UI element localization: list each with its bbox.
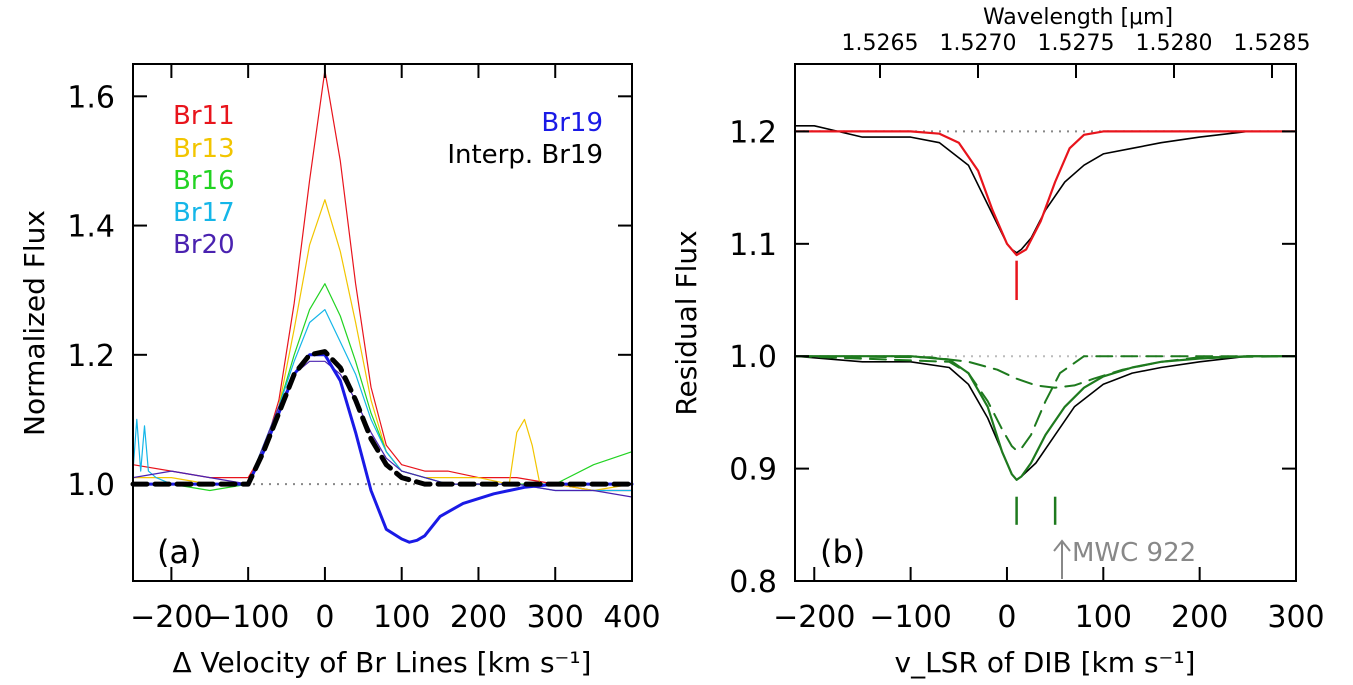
a-ytick-label: 1.0	[67, 468, 115, 503]
b-ytick-label: 0.8	[729, 565, 777, 600]
b-series-observed-offset-0-2	[794, 125, 1297, 254]
legend-br19: Br19	[541, 108, 603, 138]
b-xtick-label: 0	[997, 600, 1016, 635]
b-xtick-label: 100	[1075, 600, 1132, 635]
b-xtick-label: −100	[869, 600, 951, 635]
b-reference-lines	[795, 130, 1296, 358]
b-ytick-label: 0.9	[729, 453, 777, 488]
a-xtick-label: 100	[373, 600, 430, 635]
legend-br13: Br13	[173, 134, 235, 164]
a-plot-frame	[132, 63, 633, 582]
b-component-markers	[1015, 260, 1057, 525]
a-ytick-label: 1.4	[67, 210, 115, 245]
legend-br20: Br20	[173, 230, 235, 260]
b-top-tick-label: 1.5285	[1234, 31, 1311, 56]
a-panel-label: (a)	[157, 533, 202, 571]
a-xtick-label: 200	[450, 600, 507, 635]
b-tick-labels: −200 −100 0 100 200 300 0.8 0.9 1.0 1.1 1.2	[729, 115, 1324, 635]
b-xlabel: v_LSR of DIB [km s⁻¹]	[895, 646, 1196, 679]
b-series-component-1	[794, 355, 1297, 452]
b-series-two-component-fit	[793, 355, 1298, 481]
a-series-group	[130, 69, 635, 544]
a-ylabel: Normalized Flux	[18, 210, 51, 436]
a-ticks	[133, 64, 633, 581]
b-xtick-label: 200	[1171, 600, 1228, 635]
b-plot-frame	[794, 63, 1297, 582]
b-series-component-2	[794, 355, 1297, 389]
a-xtick-label: 400	[603, 600, 660, 635]
a-xlabel: Δ Velocity of Br Lines [km s⁻¹]	[173, 646, 592, 679]
b-panel-label: (b)	[820, 533, 865, 571]
b-top-tick-label: 1.5275	[1038, 31, 1115, 56]
legend-br16: Br16	[173, 166, 235, 196]
legend-interp-br19: Interp. Br19	[447, 140, 603, 170]
panel-a: −200−100 0 100 200 300 400 1.0 1.2 1.4 1.6 Normal…	[18, 63, 661, 679]
a-series-interp-br19	[130, 349, 635, 487]
legend-br17: Br17	[173, 198, 235, 228]
b-ytick-label: 1.0	[729, 340, 777, 375]
mwc-922-annotation: MWC 922	[1072, 538, 1196, 568]
b-top-tick-label: 1.5270	[940, 31, 1017, 56]
a-xtick-label: 300	[527, 600, 584, 635]
a-ytick-label: 1.6	[67, 80, 115, 115]
b-top-axis-label: Wavelength [μm]	[983, 5, 1173, 30]
a-xtick-label: −100	[207, 600, 289, 635]
b-top-tick-label: 1.5265	[842, 31, 919, 56]
b-top-tick-labels: 1.5265 1.5270 1.5275 1.5280 1.5285	[842, 31, 1311, 56]
legend-br11: Br11	[173, 101, 235, 131]
a-ytick-label: 1.2	[67, 339, 115, 374]
b-series-observed	[794, 355, 1297, 481]
up-arrow-icon	[1053, 539, 1071, 579]
b-series-group	[793, 125, 1298, 481]
b-top-tick-label: 1.5280	[1136, 31, 1213, 56]
a-series-br19	[131, 353, 634, 544]
a-xtick-label: 0	[315, 600, 334, 635]
b-ylabel: Residual Flux	[670, 230, 703, 415]
a-xtick-label: −200	[130, 600, 212, 635]
a-tick-labels: −200−100 0 100 200 300 400 1.0 1.2 1.4 1.6	[67, 80, 660, 635]
a-series-br17	[132, 309, 633, 492]
b-series-single-fit	[793, 130, 1298, 257]
b-xtick-label: −200	[773, 600, 855, 635]
b-xtick-label: 300	[1267, 600, 1324, 635]
panel-b: −200 −100 0 100 200 300 0.8 0.9 1.0 1.1 1.2 1.5265…	[670, 5, 1325, 679]
b-ticks	[795, 64, 1297, 582]
b-ytick-label: 1.1	[729, 228, 777, 263]
b-ytick-label: 1.2	[729, 115, 777, 150]
